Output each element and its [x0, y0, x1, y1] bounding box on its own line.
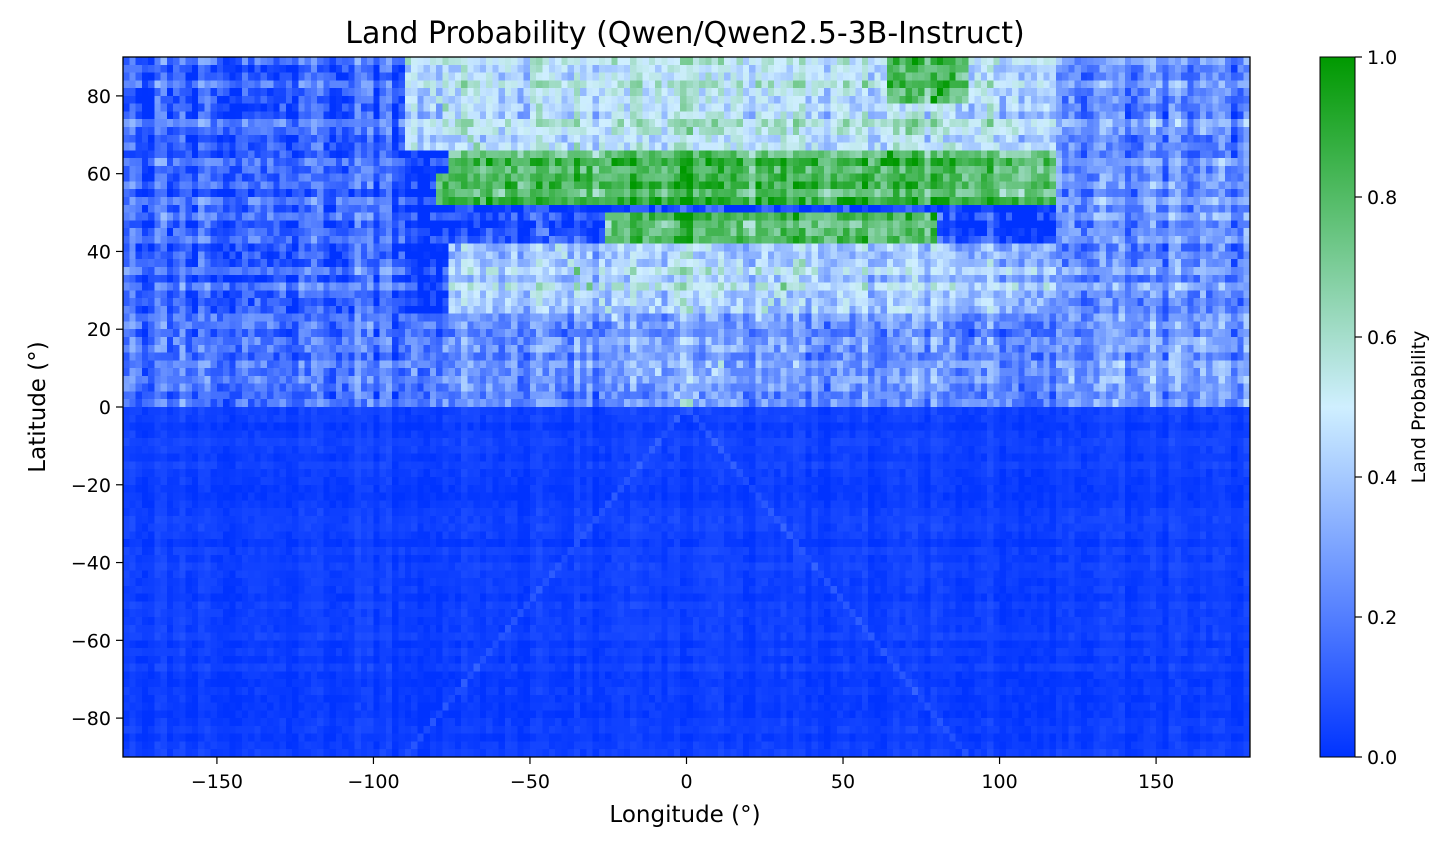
colorbar-tick-label: 0.0: [1367, 747, 1397, 769]
y-axis-label: Latitude (°): [25, 341, 51, 472]
x-tick-label: 100: [981, 771, 1017, 793]
y-tick-label: 40: [87, 241, 111, 263]
x-axis-ticks: −150 −100 −50 0 50 100 150: [191, 757, 1174, 793]
y-tick-label: −80: [71, 708, 111, 730]
x-tick-label: 0: [680, 771, 692, 793]
colorbar-gradient: [1319, 56, 1356, 758]
colorbar: 0.0 0.2 0.4 0.6 0.8 1.0 Land Probability: [1319, 47, 1430, 769]
colorbar-tick-label: 1.0: [1367, 47, 1397, 69]
y-tick-label: −40: [71, 553, 111, 575]
y-axis-ticks: 80 60 40 20 0 −20 −40 −60 −80: [71, 86, 123, 730]
colorbar-tick-label: 0.4: [1367, 467, 1397, 489]
x-tick-label: −100: [347, 771, 399, 793]
colorbar-tick-label: 0.6: [1367, 327, 1397, 349]
y-tick-label: −20: [71, 475, 111, 497]
x-tick-label: −50: [510, 771, 550, 793]
colorbar-ticks: 0.0 0.2 0.4 0.6 0.8 1.0: [1355, 47, 1397, 769]
x-tick-label: 50: [831, 771, 855, 793]
colorbar-label: Land Probability: [1408, 331, 1430, 484]
x-axis-label: Longitude (°): [609, 802, 760, 828]
colorbar-tick-label: 0.8: [1367, 187, 1397, 209]
y-tick-label: 60: [87, 164, 111, 186]
y-tick-label: −60: [71, 630, 111, 652]
x-tick-label: −150: [191, 771, 243, 793]
x-tick-label: 150: [1138, 771, 1174, 793]
heatmap-area: [122, 56, 1251, 758]
heatmap-image: [123, 57, 1250, 757]
y-tick-label: 20: [87, 319, 111, 341]
y-tick-label: 80: [87, 86, 111, 108]
y-tick-label: 0: [99, 397, 111, 419]
colorbar-tick-label: 0.2: [1367, 607, 1397, 629]
chart-title: Land Probability (Qwen/Qwen2.5-3B-Instru…: [345, 16, 1024, 51]
